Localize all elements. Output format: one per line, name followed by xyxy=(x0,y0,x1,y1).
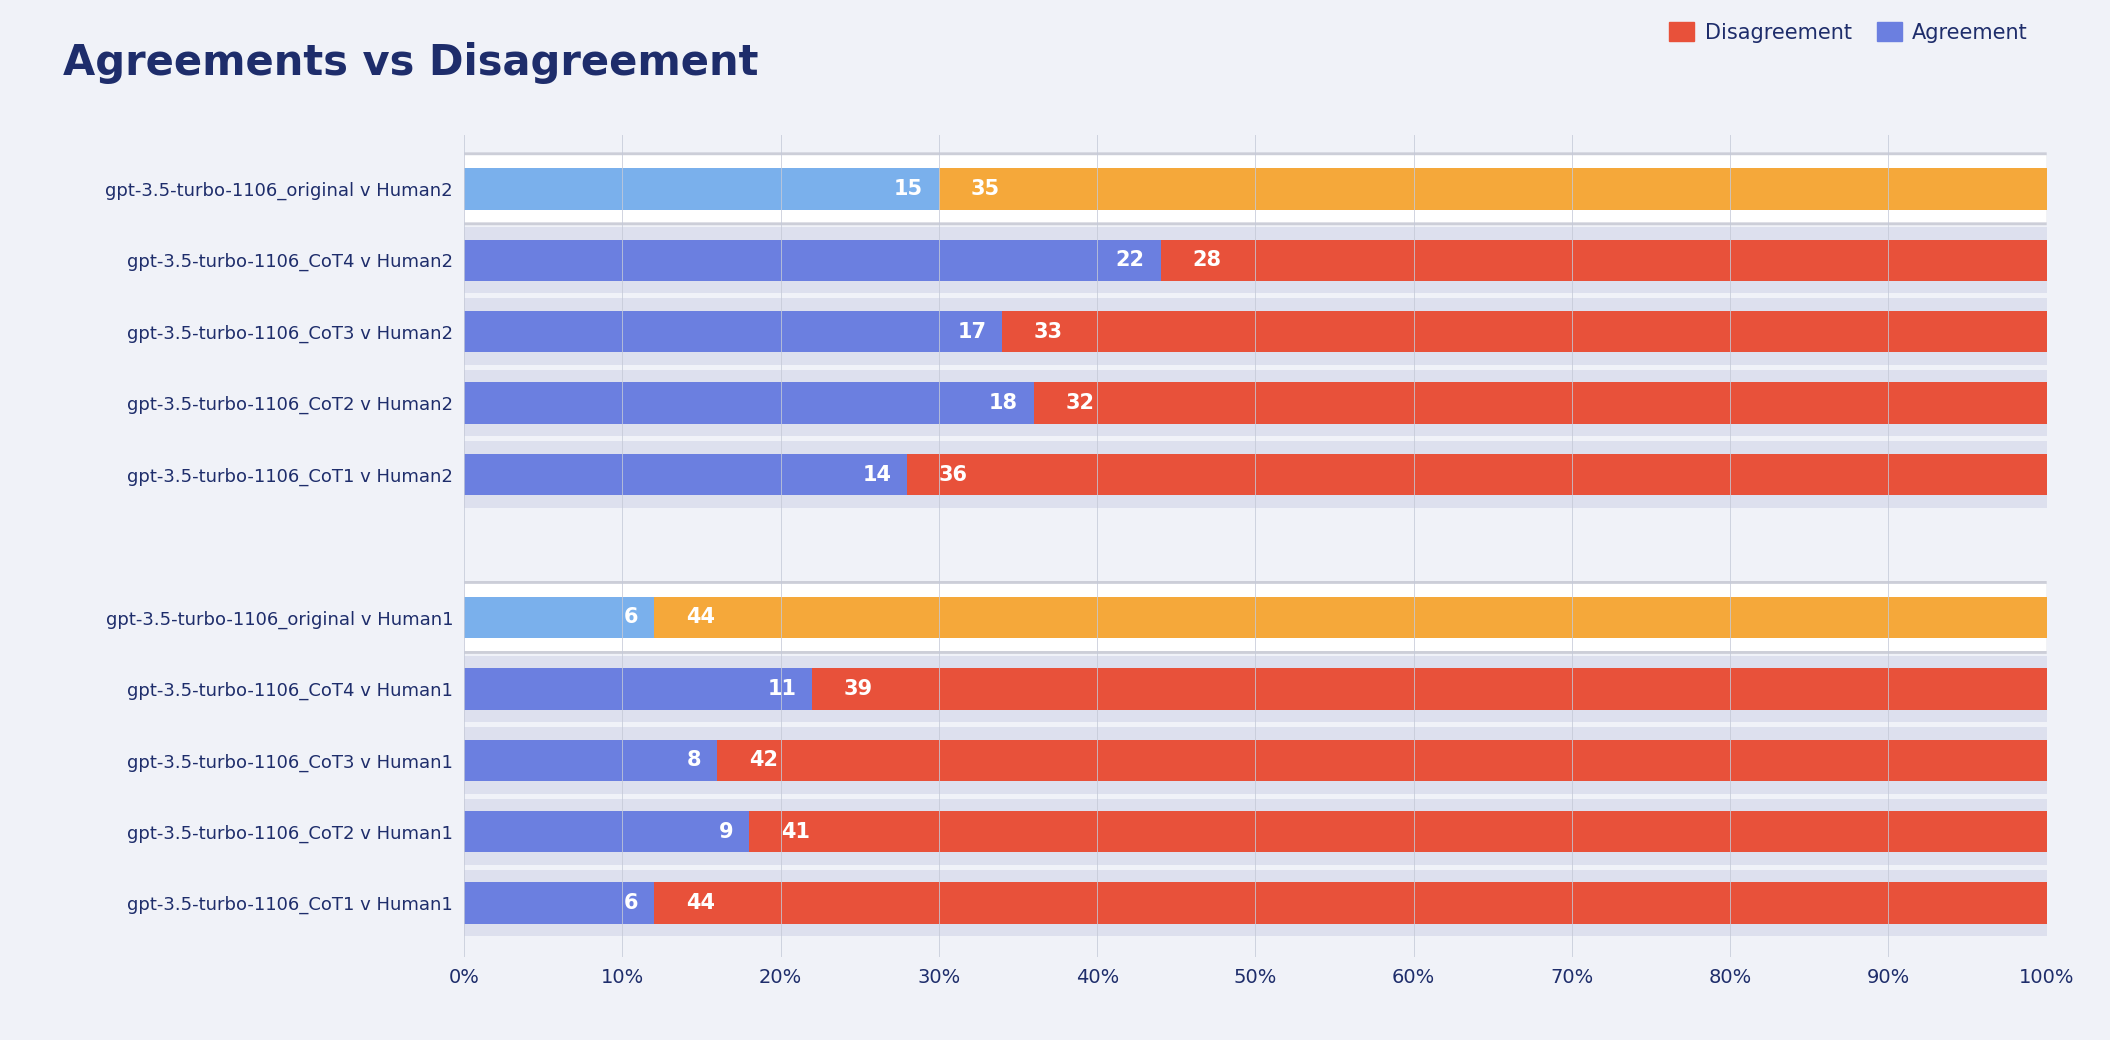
Bar xyxy=(654,883,2047,924)
Bar xyxy=(464,655,2047,722)
Bar xyxy=(464,883,654,924)
Text: 18: 18 xyxy=(990,393,1019,413)
FancyBboxPatch shape xyxy=(464,581,2047,654)
Bar xyxy=(1034,383,2047,424)
Bar xyxy=(749,811,2047,853)
Text: 33: 33 xyxy=(1034,321,1063,342)
Bar xyxy=(464,441,2047,508)
Bar xyxy=(464,298,2047,365)
Bar xyxy=(464,727,2047,794)
Text: 6: 6 xyxy=(625,893,637,913)
Text: 15: 15 xyxy=(895,179,924,199)
Bar xyxy=(654,597,2047,639)
Bar xyxy=(464,453,907,495)
Text: 8: 8 xyxy=(688,750,701,771)
Bar xyxy=(464,597,654,639)
Bar xyxy=(907,453,2047,495)
Bar xyxy=(464,239,1161,281)
Text: 42: 42 xyxy=(749,750,779,771)
Bar xyxy=(464,870,2047,936)
Text: 44: 44 xyxy=(686,607,715,627)
Bar xyxy=(1002,311,2047,353)
Text: 44: 44 xyxy=(686,893,715,913)
Text: 39: 39 xyxy=(844,679,874,699)
Bar xyxy=(464,811,749,853)
FancyBboxPatch shape xyxy=(464,152,2047,226)
Text: 36: 36 xyxy=(939,465,968,485)
FancyBboxPatch shape xyxy=(464,155,2047,223)
Text: 28: 28 xyxy=(1192,251,1222,270)
Bar xyxy=(464,370,2047,437)
Text: Agreements vs Disagreement: Agreements vs Disagreement xyxy=(63,42,760,83)
Bar xyxy=(464,739,717,781)
Bar xyxy=(464,311,1002,353)
Legend: Disagreement, Agreement: Disagreement, Agreement xyxy=(1661,15,2036,51)
Text: 22: 22 xyxy=(1116,251,1144,270)
Bar xyxy=(464,168,939,209)
Bar xyxy=(717,739,2047,781)
Text: 9: 9 xyxy=(720,822,734,841)
Bar xyxy=(464,383,1034,424)
Text: 11: 11 xyxy=(768,679,798,699)
Bar xyxy=(939,168,2047,209)
Bar xyxy=(464,668,812,709)
Text: 41: 41 xyxy=(781,822,810,841)
Bar xyxy=(464,227,2047,293)
Text: 17: 17 xyxy=(958,321,985,342)
Bar xyxy=(812,668,2047,709)
Text: 14: 14 xyxy=(863,465,893,485)
Text: 32: 32 xyxy=(1066,393,1095,413)
FancyBboxPatch shape xyxy=(464,583,2047,651)
Text: 35: 35 xyxy=(971,179,1000,199)
Text: 6: 6 xyxy=(625,607,637,627)
Bar xyxy=(1160,239,2047,281)
Bar xyxy=(464,799,2047,865)
